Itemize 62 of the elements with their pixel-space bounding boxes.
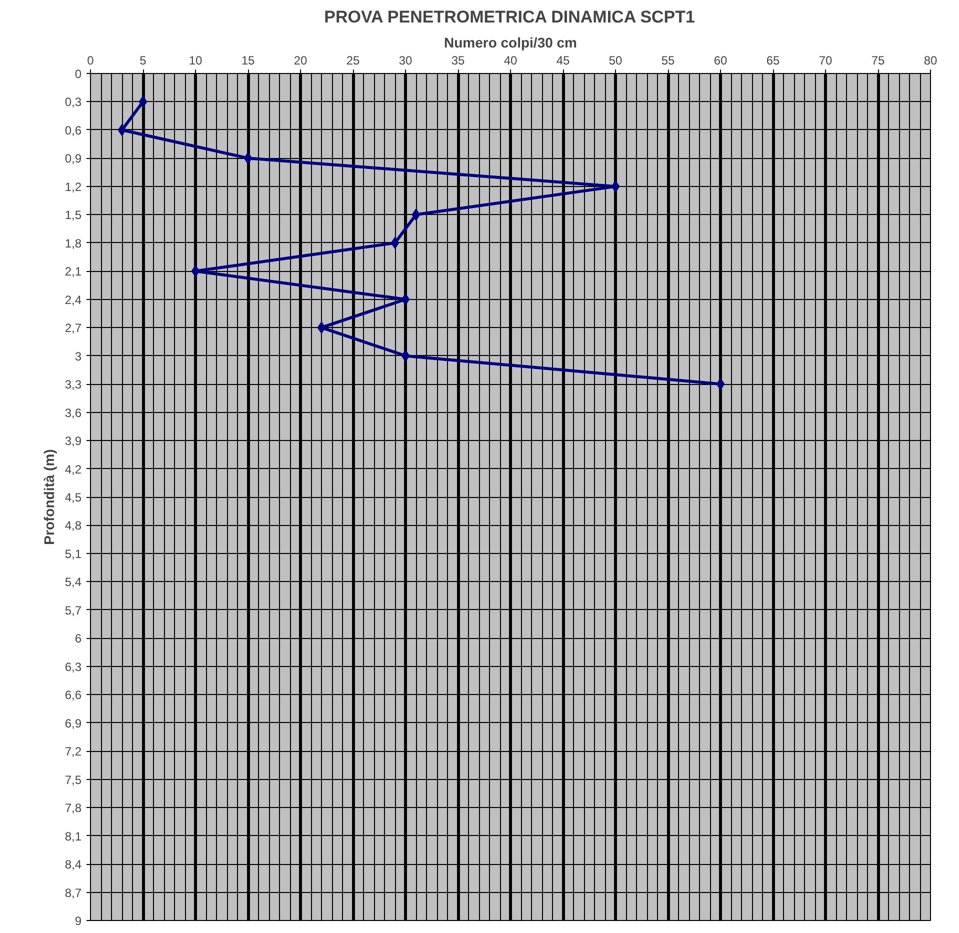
point	[138, 96, 148, 108]
x-tick-label: 55	[661, 54, 675, 68]
y-tick-label: 3,3	[64, 378, 82, 392]
y-tick-label: 2,7	[64, 321, 82, 336]
point	[716, 378, 725, 390]
x-tick-label: 0	[87, 54, 94, 68]
point	[244, 152, 252, 164]
y-tick-label: 0	[74, 67, 82, 81]
x-tick-label: 40	[504, 54, 518, 68]
y-tick-label: 0,9	[64, 152, 82, 166]
x-tick-label: 75	[871, 54, 885, 68]
y-tick-label: 9	[74, 914, 82, 928]
y-tick-label: 5,4	[64, 575, 82, 590]
x-axis-title: Numero colpi/30 cm	[444, 34, 578, 50]
y-tick-label: 4,8	[64, 518, 82, 533]
point	[401, 350, 410, 362]
x-tick-label: 50	[608, 54, 622, 68]
point	[412, 208, 420, 221]
y-tick-label: 8,7	[64, 886, 82, 900]
y-tick-label: 3,9	[64, 434, 82, 448]
chart-title: PROVA PENETROMETRICA DINAMICA SCPT1	[324, 8, 695, 26]
y-tick-label: 7,5	[64, 772, 82, 787]
y-tick-label: 1,5	[64, 208, 82, 222]
y-tick-label: 2,1	[64, 264, 82, 279]
y-tick-label: 6,6	[64, 688, 82, 702]
x-tick-label: 20	[294, 54, 308, 68]
point	[317, 322, 326, 334]
x-tick-label: 15	[241, 54, 255, 68]
y-tick-label: 6,3	[64, 660, 82, 674]
y-tick-label: 7,8	[64, 801, 82, 816]
y-tick-label: 0,3	[64, 95, 82, 110]
y-tick-label: 6	[74, 632, 82, 646]
y-tick-label: 1,2	[64, 180, 82, 194]
y-tick-label: 8,1	[64, 829, 82, 844]
y-tick-label: 3,6	[64, 406, 82, 420]
y-tick-label: 5,1	[64, 546, 82, 561]
y-tick-label: 7,2	[64, 744, 82, 759]
y-axis-title: Profondità (m)	[40, 449, 57, 545]
x-tick-label: 70	[818, 54, 832, 68]
x-tick-label: 10	[188, 54, 202, 68]
y-tick-label: 5,7	[64, 603, 82, 618]
x-tick-label: 60	[714, 54, 728, 68]
point	[118, 124, 126, 136]
x-tick-label: 5	[140, 54, 147, 68]
point	[401, 293, 410, 306]
point	[390, 236, 400, 249]
x-tick-label: 65	[766, 54, 780, 68]
point	[611, 180, 620, 192]
x-tick-label: 35	[451, 54, 465, 68]
y-tick-label: 0,6	[64, 123, 82, 138]
y-tick-label: 1,8	[64, 236, 82, 250]
x-tick-label: 25	[346, 54, 360, 68]
y-tick-label: 6,9	[64, 716, 82, 730]
y-tick-label: 4,2	[64, 462, 82, 476]
x-tick-label: 80	[924, 54, 938, 68]
y-tick-label: 4,5	[64, 490, 82, 504]
x-tick-label: 45	[556, 54, 570, 68]
point	[191, 265, 200, 278]
y-tick-label: 8,4	[64, 858, 82, 872]
x-tick-label: 30	[398, 54, 412, 68]
y-tick-label: 2,4	[64, 292, 82, 307]
y-tick-label: 3	[74, 349, 82, 364]
